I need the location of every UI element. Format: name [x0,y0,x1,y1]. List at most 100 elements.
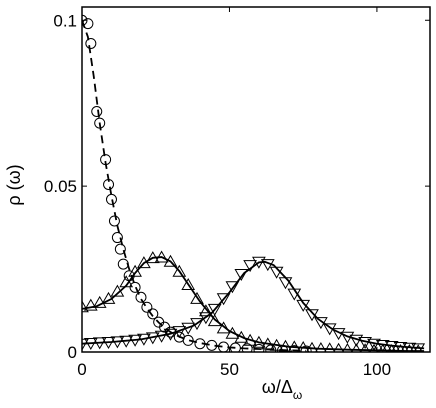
series-3-point [411,343,426,352]
y-tick-label: 0.05 [44,177,77,196]
series-3-point [260,259,275,272]
series-3-point [367,338,381,351]
series-1-point [159,321,171,333]
series-2-point [172,264,187,277]
series-3-point [101,337,116,350]
series-3-point [278,277,293,290]
series-1-point [182,334,194,346]
series-2-point [243,333,257,346]
series-3-point [340,331,355,344]
series-1-point [194,338,206,350]
series-3-point [252,256,266,269]
series-2-point [119,275,134,288]
series-1-point [114,243,126,255]
series-1-point [105,193,117,205]
series-1-point [129,281,141,293]
series-2-point [342,342,353,352]
series-2-point [82,300,89,313]
series-3-fit-line [82,260,425,350]
series-2-point [216,321,231,334]
y-tick-label: 0 [68,343,77,362]
series-1-point [100,154,112,166]
series-1-point [218,341,230,352]
series-3-point [83,338,98,351]
series-1-point [111,232,123,244]
series-1-point [108,215,120,227]
series-1-point [229,342,241,352]
series-2-point [269,338,284,351]
plot-inner [82,14,426,352]
series-1-point [91,105,103,117]
series-2-fit-line [82,256,425,352]
series-2-point [387,343,397,352]
series-2-point [234,330,249,343]
series-3-point [384,341,399,352]
series-3-point [243,260,257,273]
series-1-point [82,18,94,30]
x-tick-label: 100 [363,360,391,379]
series-3-point [305,309,319,322]
x-axis-label-main: ω/Δ [262,377,293,397]
plot-frame [81,6,431,353]
series-1-point [94,117,106,129]
series-2-point [278,339,293,352]
series-2-point [351,343,362,352]
series-3-point [358,337,372,350]
series-2-point [296,340,310,352]
series-1-point [117,258,129,270]
series-3-point [128,334,142,347]
series-3-point [154,330,169,343]
series-3-point [402,342,417,352]
series-2-point [333,342,344,352]
series-2-point [260,337,275,350]
series-3-point [296,299,311,312]
series-3-point [199,312,213,325]
series-3-point [92,337,107,350]
series-2-point [252,335,266,348]
series-3-point [393,342,408,352]
series-1-point [300,345,312,352]
x-tick-label: 0 [77,360,86,379]
series-3-point [314,317,328,330]
series-3-point [225,281,240,294]
series-2-point [306,341,318,352]
series-2-point [225,326,240,339]
series-1-point [241,343,253,352]
series-3-point [287,288,302,301]
series-2-point [181,277,196,290]
series-2-point [199,304,213,317]
series-3-point [349,334,364,347]
series-2-point [101,291,116,304]
series-2-point [413,344,423,352]
series-2-point [110,284,125,297]
series-3-point [269,266,284,279]
series-2-point [395,343,406,352]
series-3-point [172,326,187,339]
series-2-point [128,264,142,277]
series-2-point [324,342,336,352]
series-3-point [234,269,249,282]
series-2-point [163,254,178,267]
y-tick-label: 0.1 [53,11,77,30]
series-3-point [207,303,222,316]
series-3-point [82,338,89,351]
series-2-point [207,314,222,327]
series-2-point [154,250,169,263]
series-3-point [331,328,346,341]
series-1-point [85,37,97,49]
series-3-point [375,340,390,352]
series-2-point [378,343,388,352]
series-2-point [145,251,160,264]
series-2-point [360,343,371,352]
series-1-point [147,308,159,320]
series-3-point [216,293,231,306]
series-1-point [141,301,153,313]
series-2-point [404,343,414,352]
y-axis-label: ρ (ω) [4,164,24,205]
series-2-point [83,298,98,311]
series-2-point [315,341,327,352]
series-3-point [119,335,134,348]
series-1-point [206,339,218,351]
series-3-point [137,333,151,346]
